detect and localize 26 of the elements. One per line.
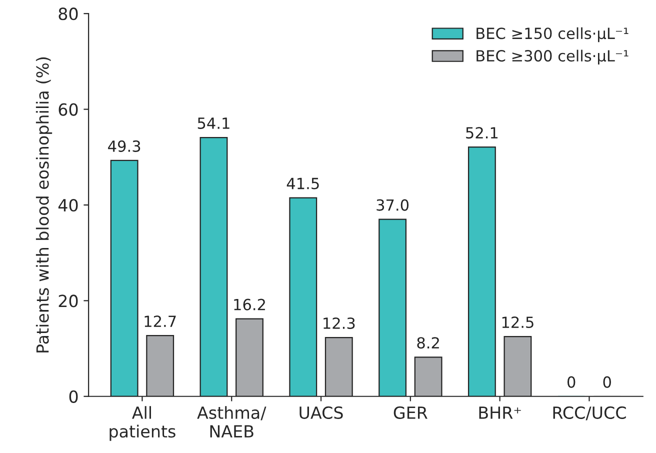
- x-tick-label: GER: [394, 406, 428, 419]
- legend-label: BEC ≥150 cells·µL⁻¹: [476, 27, 628, 42]
- legend-label: BEC ≥300 cells·µL⁻¹: [476, 50, 628, 65]
- data-label: 0: [603, 376, 611, 388]
- y-tick-label: 40: [58, 198, 78, 212]
- data-label: 54.1: [198, 118, 230, 129]
- y-axis-title: Patients with blood eosinophilia (%): [36, 57, 52, 352]
- x-tick-label: BHR⁺: [479, 406, 521, 419]
- data-label: 16.2: [234, 298, 265, 310]
- data-label: 49.3: [108, 140, 140, 152]
- x-tick-label: UACS: [300, 406, 343, 419]
- y-tick-label: 0: [69, 390, 78, 403]
- y-tick-label: 60: [58, 103, 78, 116]
- data-label: 12.7: [144, 316, 176, 327]
- y-tick-label: 80: [58, 8, 78, 20]
- y-tick-label: 20: [58, 294, 78, 308]
- data-label: 52.1: [466, 127, 498, 139]
- data-label: 8.2: [417, 337, 439, 349]
- data-label: 41.5: [286, 178, 319, 190]
- x-tick-label: Asthma/ NAEB: [197, 406, 266, 438]
- data-label: 12.3: [324, 317, 355, 330]
- x-tick-label: All patients: [110, 406, 176, 441]
- data-label: 0: [568, 376, 576, 388]
- data-label: 37.0: [376, 199, 409, 211]
- data-label: 12.5: [502, 316, 534, 328]
- x-tick-label: RCC/UCC: [553, 406, 626, 420]
